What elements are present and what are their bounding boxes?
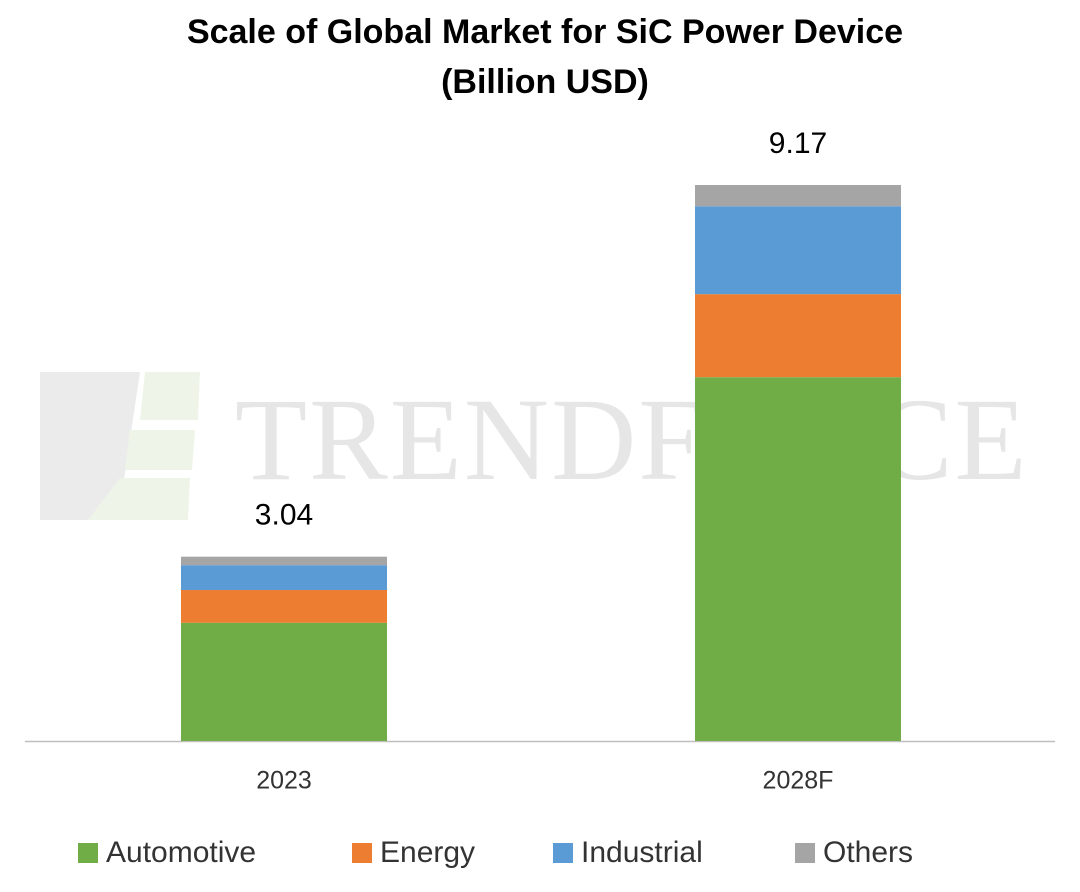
- bar-segment: [181, 556, 387, 566]
- legend-label: Energy: [380, 836, 475, 869]
- total-label: 3.04: [255, 499, 313, 532]
- bar-segment: [695, 377, 901, 741]
- total-label: 9.17: [769, 127, 827, 160]
- legend-swatch: [352, 843, 372, 863]
- bar-segment: [181, 622, 387, 741]
- legend-label: Automotive: [106, 836, 256, 869]
- legend-swatch: [795, 843, 815, 863]
- bar-segment: [695, 185, 901, 207]
- legend-label: Others: [823, 836, 913, 869]
- watermark-logo: [40, 372, 200, 520]
- chart-title: Scale of Global Market for SiC Power Dev…: [187, 13, 903, 51]
- bar-segment: [695, 294, 901, 378]
- bar-segment: [181, 590, 387, 623]
- chart-subtitle: (Billion USD): [441, 63, 649, 101]
- x-tick-label: 2028F: [763, 767, 834, 795]
- x-tick-label: 2023: [256, 767, 312, 795]
- bar-segment: [695, 206, 901, 295]
- watermark: TRENDFORCE: [235, 374, 1029, 505]
- legend-swatch: [78, 843, 98, 863]
- legend-swatch: [553, 843, 573, 863]
- legend-label: Industrial: [581, 836, 703, 869]
- bar-segment: [181, 565, 387, 591]
